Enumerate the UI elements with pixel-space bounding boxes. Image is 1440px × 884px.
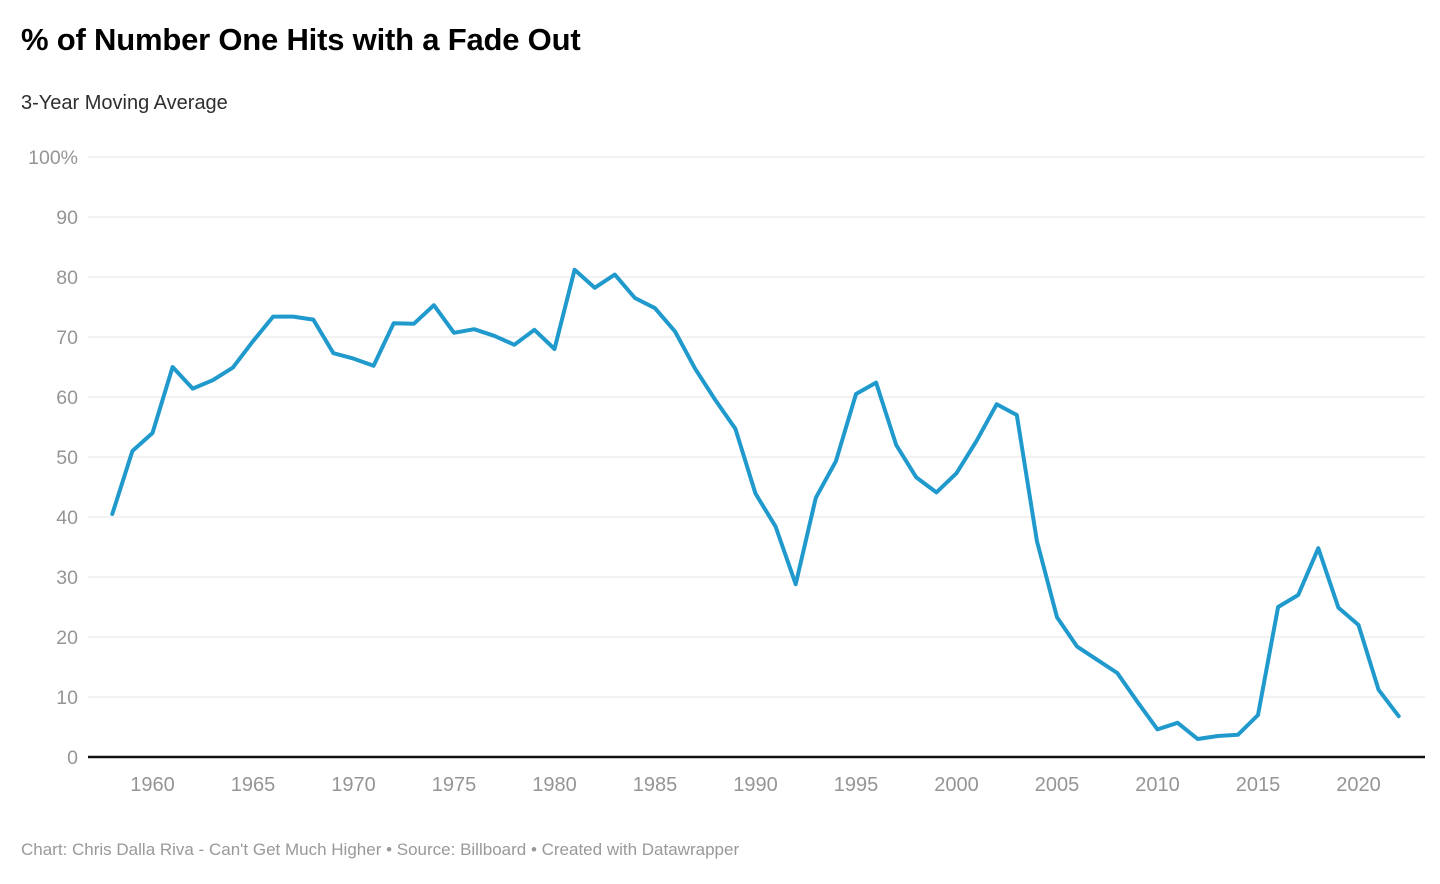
x-tick-label: 1980 [532,774,577,796]
y-tick-label: 100% [28,147,78,169]
x-tick-label: 1990 [733,774,778,796]
y-tick-label: 60 [56,387,78,409]
x-tick-label: 2020 [1336,774,1381,796]
x-tick-label: 1995 [834,774,879,796]
x-tick-label: 1970 [331,774,376,796]
y-tick-label: 20 [56,627,78,649]
y-tick-label: 40 [56,507,78,529]
y-tick-label: 10 [56,687,78,709]
chart-title: % of Number One Hits with a Fade Out [21,22,581,57]
x-tick-label: 2015 [1236,774,1281,796]
y-tick-label: 30 [56,567,78,589]
y-tick-label: 0 [67,747,78,769]
x-tick-label: 1985 [633,774,678,796]
x-tick-label: 1965 [231,774,276,796]
x-tick-label: 2010 [1135,774,1180,796]
y-tick-label: 80 [56,267,78,289]
y-tick-label: 70 [56,327,78,349]
chart-footer: Chart: Chris Dalla Riva - Can't Get Much… [21,840,740,859]
y-tick-label: 90 [56,207,78,229]
chart-subtitle: 3-Year Moving Average [21,92,228,114]
x-tick-label: 2005 [1035,774,1080,796]
x-tick-label: 2000 [934,774,979,796]
x-tick-label: 1960 [130,774,175,796]
data-line [110,267,1401,741]
y-tick-label: 50 [56,447,78,469]
x-tick-label: 1975 [432,774,477,796]
